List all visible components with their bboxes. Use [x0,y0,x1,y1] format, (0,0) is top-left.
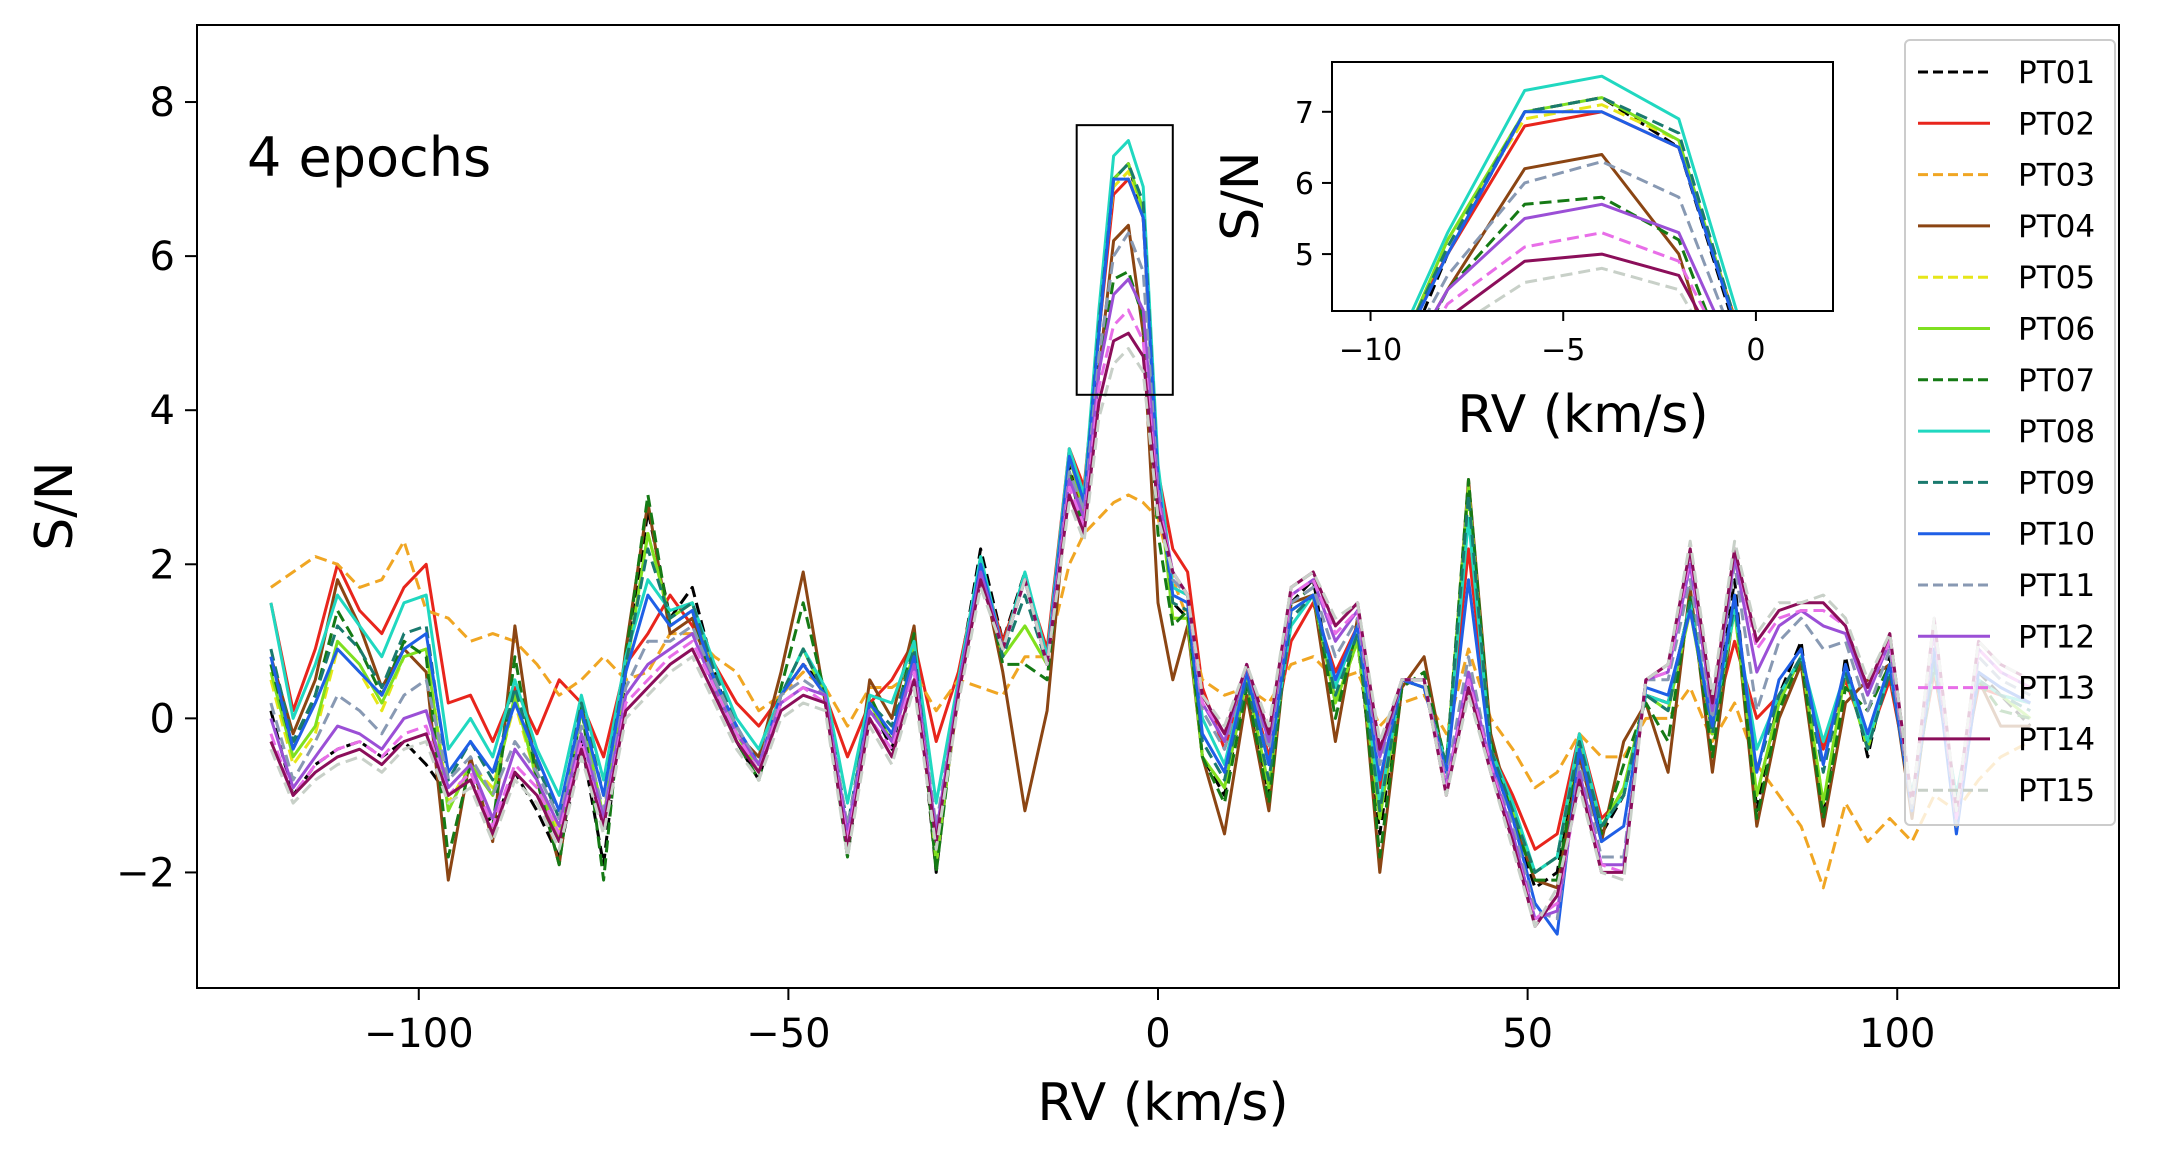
legend-label-pt12: PT12 [2018,619,2095,655]
series-line-pt03 [270,493,2031,890]
epochs-annotation: 4 epochs [247,126,491,189]
y-tick-label: 8 [150,80,175,126]
inset-y-tick-label: 7 [1295,96,1314,131]
legend-label-pt13: PT13 [2018,671,2095,707]
x-tick-label: 0 [1145,1011,1170,1057]
inset-x-axis-label: RV (km/s) [1457,385,1708,445]
legend-label-pt10: PT10 [2018,517,2095,553]
zoom-region-box [1075,124,1174,396]
x-tick-label: −100 [364,1011,474,1057]
legend-label-pt02: PT02 [2018,106,2095,142]
legend-label-pt15: PT15 [2018,773,2095,809]
x-tick-label: 50 [1502,1011,1553,1057]
inset-series-line-pt11 [1426,160,1725,311]
inset-series-line-pt06 [1415,96,1734,311]
legend-frame [1904,39,2116,826]
inset-plot-lines [1410,74,1739,311]
main-y-axis-ticks: −2 0 2 4 6 8 [116,80,197,896]
x-tick-label: 100 [1859,1011,1935,1057]
main-x-axis-ticks: −100 −50 0 50 100 [364,988,1935,1057]
y-tick-label: 4 [150,388,175,434]
inset-x-axis-ticks: −10 −5 0 [1339,311,1765,368]
inset-y-tick-label: 6 [1295,167,1314,202]
y-tick-label: 0 [150,696,175,742]
inset-x-tick-label: 0 [1746,333,1765,368]
inset-x-tick-label: −5 [1541,333,1585,368]
inset-series-line-pt10 [1417,110,1733,311]
legend-label-pt07: PT07 [2018,363,2095,399]
inset-series-line-pt08 [1410,74,1739,311]
y-tick-label: 2 [150,542,175,588]
series-line-pt10 [269,177,2031,936]
inset-frame [1331,61,1834,312]
inset-series-line-pt09 [1415,96,1734,311]
legend-label-pt04: PT04 [2018,209,2095,245]
legend-label-pt06: PT06 [2018,312,2095,348]
inset-series-line-pt07 [1434,195,1708,311]
legend-label-pt01: PT01 [2018,55,2095,91]
main-x-axis-label: RV (km/s) [1037,1073,1288,1133]
series-line-pt15 [269,347,2031,928]
legend-label-pt03: PT03 [2018,158,2095,194]
legend-label-pt11: PT11 [2018,568,2095,604]
legend-label-pt08: PT08 [2018,414,2095,450]
main-plot-lines [269,139,2032,936]
legend-label-pt14: PT14 [2018,722,2095,758]
inset-y-axis-label: S/N [1211,151,1271,240]
inset-background [1332,62,1833,311]
inset-y-tick-label: 5 [1295,238,1314,273]
inset-series-line-pt13 [1441,231,1707,311]
main-y-axis-label: S/N [25,461,85,550]
legend: PT01 PT02 PT03 PT04 PT05 PT06 PT07 PT08 PT09 PT10… [1904,39,2116,826]
inset-series-line-pt14 [1454,252,1700,311]
legend-label-pt05: PT05 [2018,260,2095,296]
inset-y-axis-ticks: 5 6 7 [1295,96,1332,273]
inset-series-line-pt12 [1433,202,1716,311]
legend-label-pt09: PT09 [2018,465,2095,501]
inset-x-tick-label: −10 [1339,333,1402,368]
inset-series-line-pt04 [1433,153,1698,311]
y-tick-label: −2 [116,850,175,896]
y-tick-label: 6 [150,234,175,280]
zoom-rectangle [1075,124,1174,396]
x-tick-label: −50 [746,1011,830,1057]
